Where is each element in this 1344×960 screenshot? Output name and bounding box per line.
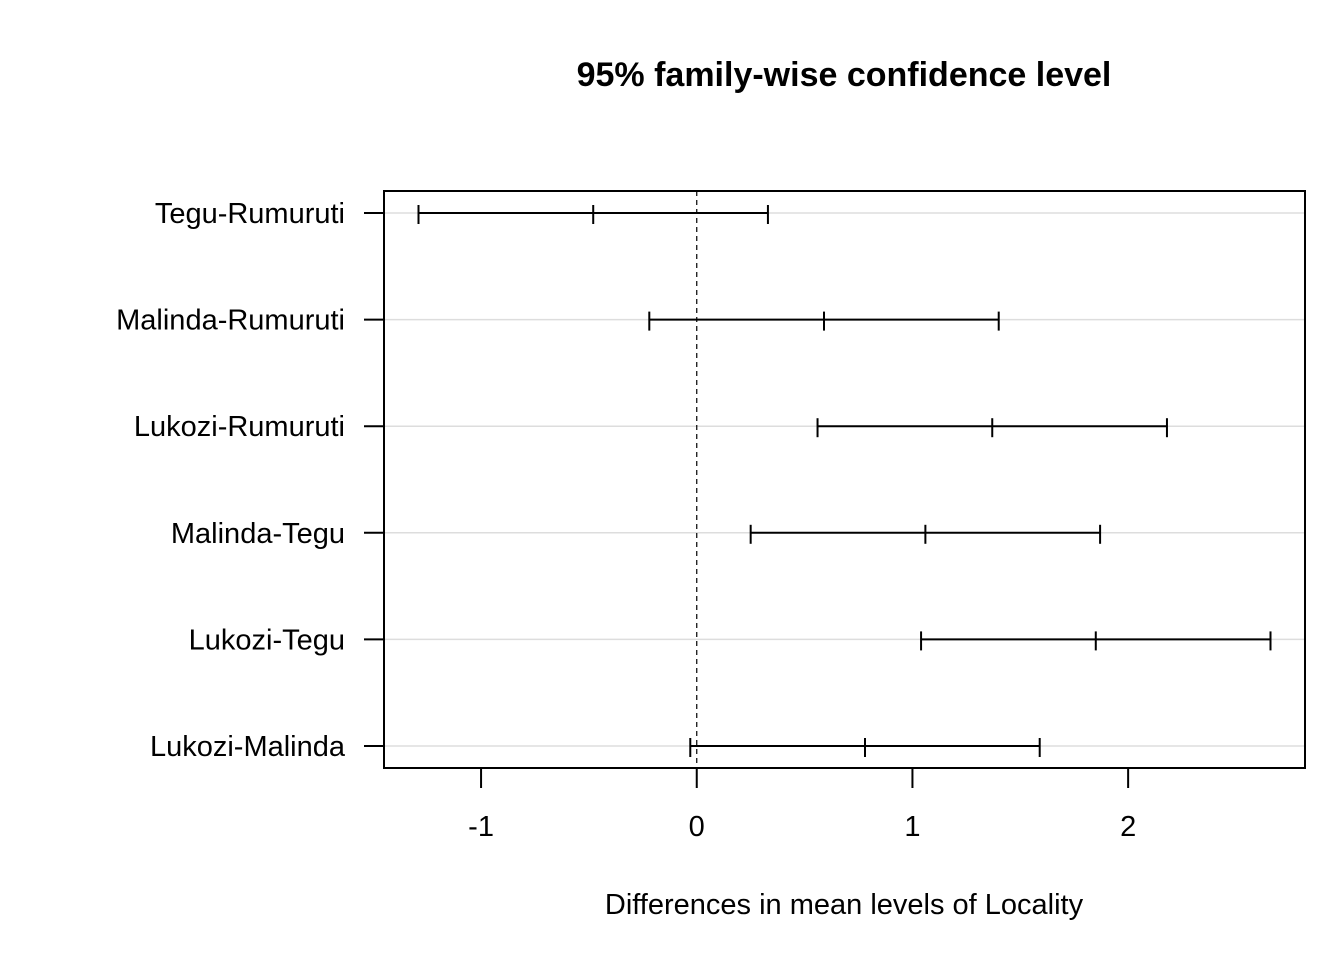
gridlines (384, 212, 1305, 747)
interval-lukozi-tegu (920, 631, 1272, 651)
x-tick-label: 1 (904, 811, 920, 843)
y-tick-label: Tegu-Rumuruti (155, 198, 345, 230)
x-axis: -1 0 1 2 (468, 768, 1136, 843)
interval-lukozi-malinda (689, 738, 1041, 757)
x-tick-label: -1 (468, 811, 494, 843)
y-tick-label: Lukozi-Malinda (150, 731, 346, 763)
interval-malinda-rumuruti (648, 311, 1000, 331)
y-axis: Tegu-Rumuruti Malinda-Rumuruti Lukozi-Rumu… (116, 198, 384, 763)
y-tick-label: Lukozi-Tegu (189, 624, 345, 656)
x-tick-label: 2 (1120, 811, 1136, 843)
x-tick-label: 0 (689, 811, 705, 843)
interval-lukozi-rumuruti (816, 418, 1168, 438)
y-tick-label: Malinda-Rumuruti (116, 305, 345, 337)
chart-title: 95% family-wise confidence level (577, 56, 1112, 94)
y-tick-label: Lukozi-Rumuruti (134, 411, 345, 443)
confidence-intervals (417, 205, 1272, 757)
interval-tegu-rumuruti (417, 205, 769, 224)
x-axis-label: Differences in mean levels of Locality (605, 889, 1084, 921)
plot-frame (383, 190, 1306, 769)
y-tick-label: Malinda-Tegu (171, 518, 345, 550)
interval-malinda-tegu (749, 524, 1102, 544)
